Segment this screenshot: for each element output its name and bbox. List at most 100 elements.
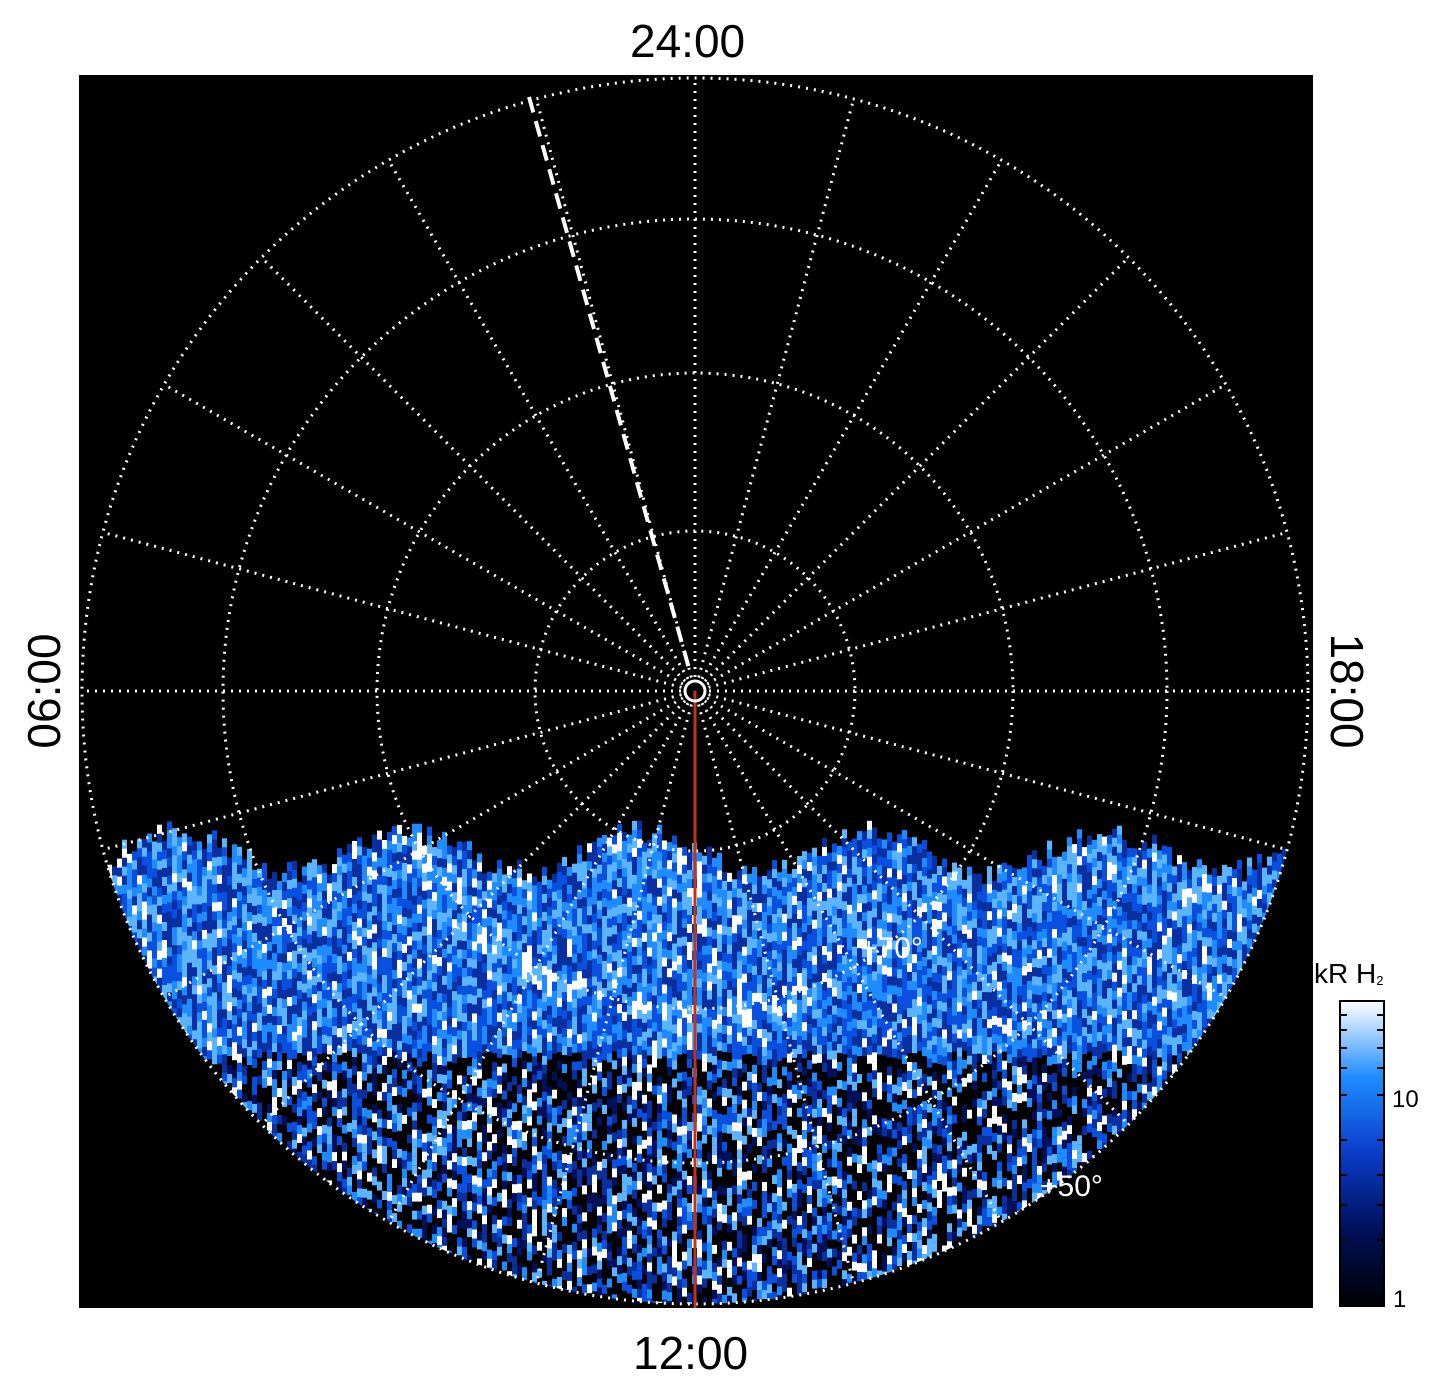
emission-pixel	[152, 877, 157, 892]
emission-pixel	[467, 1129, 472, 1139]
emission-pixel	[527, 1125, 532, 1135]
emission-pixel	[367, 1037, 372, 1052]
emission-pixel	[167, 974, 172, 989]
emission-pixel	[557, 1222, 562, 1232]
emission-pixel	[507, 1091, 512, 1101]
emission-pixel	[482, 1260, 487, 1270]
emission-pixel	[447, 962, 452, 977]
emission-pixel	[152, 922, 157, 937]
emission-pixel	[327, 1000, 332, 1015]
emission-pixel	[567, 1226, 572, 1236]
emission-pixel	[477, 1249, 482, 1259]
emission-pixel	[507, 1235, 512, 1245]
emission-pixel	[507, 1217, 512, 1227]
emission-pixel	[417, 922, 422, 937]
emission-pixel	[512, 1238, 517, 1248]
emission-pixel	[432, 1207, 437, 1217]
emission-pixel	[482, 1251, 487, 1261]
emission-pixel	[552, 1107, 557, 1117]
emission-pixel	[207, 933, 212, 948]
emission-pixel	[417, 1030, 422, 1045]
emission-pixel	[257, 931, 262, 946]
emission-pixel	[382, 1200, 387, 1209]
emission-pixel	[352, 976, 357, 990]
emission-pixel	[522, 1258, 527, 1268]
emission-pixel	[402, 1087, 407, 1097]
emission-pixel	[342, 1007, 347, 1022]
emission-pixel	[247, 1011, 252, 1026]
emission-pixel	[492, 1206, 497, 1216]
emission-pixel	[187, 899, 192, 914]
emission-pixel	[162, 850, 167, 864]
emission-pixel	[267, 887, 272, 902]
emission-pixel	[212, 857, 217, 872]
emission-pixel	[312, 967, 317, 982]
emission-pixel	[412, 1102, 417, 1112]
emission-pixel	[207, 843, 212, 858]
emission-pixel	[412, 1201, 417, 1211]
emission-pixel	[567, 1073, 572, 1083]
emission-pixel	[392, 1177, 397, 1187]
emission-pixel	[167, 821, 172, 836]
emission-pixel	[417, 1039, 422, 1054]
emission-pixel	[562, 1190, 567, 1200]
emission-pixel	[267, 1013, 272, 1028]
emission-pixel	[347, 1131, 352, 1141]
emission-pixel	[472, 1013, 477, 1028]
emission-pixel	[467, 1138, 472, 1148]
emission-pixel	[352, 913, 357, 927]
emission-pixel	[437, 930, 442, 945]
emission-pixel	[447, 935, 452, 950]
emission-pixel	[312, 931, 317, 946]
emission-pixel	[172, 828, 177, 843]
emission-pixel	[172, 891, 177, 906]
emission-pixel	[462, 1040, 467, 1054]
emission-pixel	[452, 1081, 457, 1091]
emission-pixel	[197, 1030, 202, 1045]
emission-pixel	[207, 960, 212, 975]
emission-pixel	[332, 1152, 337, 1162]
emission-pixel	[387, 984, 392, 999]
emission-pixel	[267, 1040, 272, 1055]
emission-pixel	[362, 1071, 367, 1081]
emission-pixel	[247, 1101, 252, 1111]
emission-pixel	[402, 925, 407, 940]
emission-pixel	[227, 1065, 232, 1074]
emission-pixel	[557, 1240, 562, 1250]
emission-pixel	[402, 1132, 407, 1142]
emission-pixel	[172, 909, 177, 924]
emission-pixel	[287, 1132, 292, 1142]
emission-pixel	[137, 1307, 142, 1316]
emission-pixel	[362, 1107, 367, 1117]
emission-pixel	[212, 983, 217, 998]
emission-pixel	[512, 1175, 517, 1185]
emission-pixel	[367, 1199, 372, 1209]
emission-pixel	[377, 929, 382, 944]
emission-pixel	[482, 873, 487, 888]
emission-pixel	[382, 867, 387, 881]
emission-pixel	[502, 1180, 507, 1190]
emission-pixel	[497, 1183, 502, 1193]
emission-pixel	[552, 1161, 557, 1171]
emission-pixel	[237, 1008, 242, 1023]
emission-pixel	[487, 1249, 492, 1259]
emission-pixel	[327, 937, 332, 952]
emission-pixel	[522, 1105, 527, 1115]
emission-pixel	[552, 1062, 557, 1072]
emission-pixel	[277, 962, 282, 977]
emission-pixel	[292, 1121, 297, 1131]
emission-pixel	[562, 1271, 567, 1281]
emission-pixel	[167, 1307, 172, 1316]
emission-pixel	[542, 1064, 547, 1074]
emission-pixel	[467, 913, 472, 928]
emission-pixel	[412, 823, 417, 838]
emission-pixel	[377, 848, 382, 863]
emission-pixel	[217, 955, 222, 970]
emission-pixel	[557, 1159, 562, 1169]
emission-pixel	[297, 936, 302, 951]
emission-pixel	[317, 1153, 322, 1163]
emission-pixel	[142, 928, 147, 943]
emission-pixel	[332, 1071, 337, 1081]
emission-pixel	[462, 932, 467, 946]
emission-pixel	[457, 1201, 462, 1211]
